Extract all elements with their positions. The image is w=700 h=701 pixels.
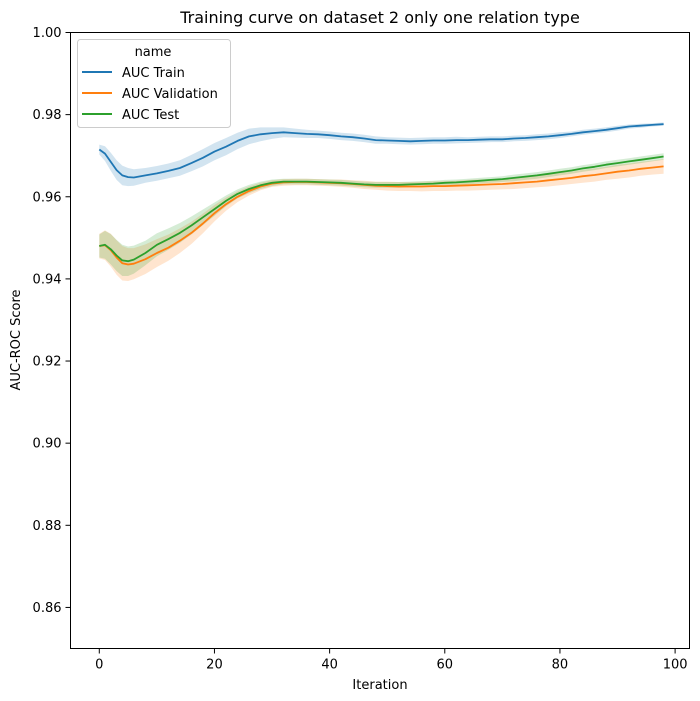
series-line-auc-train	[98, 123, 664, 179]
y-tick-label: 0.98	[33, 108, 62, 123]
series-line-auc-test	[99, 155, 664, 263]
series-lines	[98, 123, 664, 266]
y-tick-label: 0.88	[33, 519, 62, 534]
legend-box	[77, 39, 231, 128]
x-axis-label: Iteration	[352, 678, 407, 693]
legend-label-test: AUC Test	[122, 108, 179, 123]
y-tick-label: 1.00	[33, 26, 62, 41]
legend-label-validation: AUC Validation	[122, 87, 218, 102]
y-tick-label: 0.86	[33, 601, 62, 616]
x-tick-label: 20	[206, 658, 223, 673]
legend-title: name	[135, 45, 172, 60]
x-tick-label: 60	[437, 658, 454, 673]
x-tick-label: 100	[663, 658, 688, 673]
x-tick-label: 0	[95, 658, 103, 673]
plot-frame	[70, 32, 690, 649]
legend: name AUC Train AUC Validation AUC Test	[77, 39, 231, 128]
y-tick-label: 0.92	[33, 355, 62, 370]
y-tick-label: 0.96	[33, 190, 62, 205]
x-tick-label: 40	[321, 658, 338, 673]
legend-label-train: AUC Train	[122, 66, 185, 81]
y-tick-label: 0.94	[33, 272, 62, 287]
chart-title: Training curve on dataset 2 only one rel…	[179, 8, 580, 27]
y-tick-label: 0.90	[33, 437, 62, 452]
x-tick-label: 80	[552, 658, 569, 673]
x-axis-ticks: 0 20 40 60 80 100	[95, 648, 688, 673]
y-axis-label: AUC-ROC Score	[9, 289, 24, 390]
y-axis-ticks: 0.86 0.88 0.90 0.92 0.94 0.96 0.98 1.00	[33, 26, 71, 616]
ci-band-auc-validation	[99, 159, 664, 281]
